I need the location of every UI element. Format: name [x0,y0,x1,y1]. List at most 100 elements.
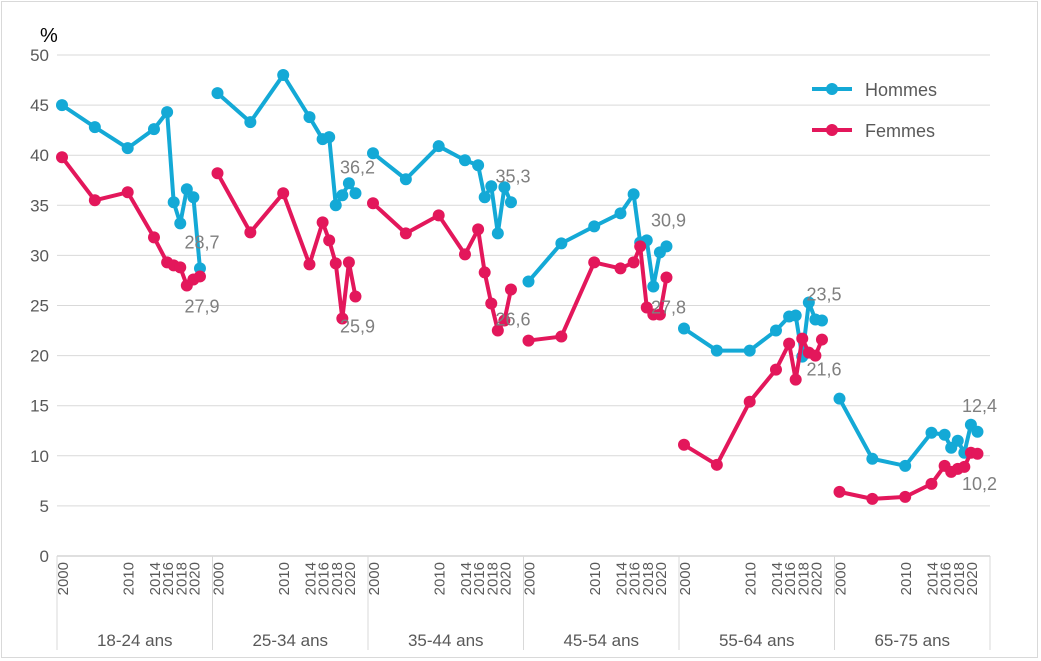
data-point-femmes [660,271,673,284]
x-tick-label: 2014 [769,562,786,595]
data-point-hommes [399,173,412,186]
x-tick-label: 2016 [160,562,177,595]
data-point-femmes [522,334,535,347]
legend-marker-hommes [826,83,838,95]
data-point-hommes [504,196,517,209]
data-point-hommes [211,87,224,100]
data-point-hommes [627,188,640,201]
data-point-hommes [336,189,349,202]
x-tick-label: 2020 [653,562,670,595]
legend: Hommes Femmes [812,80,937,141]
data-point-femmes [588,256,601,269]
x-tick-label: 2014 [147,562,164,595]
x-tick-label: 2016 [938,562,955,595]
group-label: 35-44 ans [408,631,484,650]
data-point-hommes [660,240,673,253]
y-tick-label: 10 [30,447,49,466]
data-point-femmes [925,477,938,490]
data-point-hommes [56,99,68,112]
data-point-femmes [653,308,666,321]
data-label-femmes: 21,6 [806,360,841,380]
data-point-femmes [432,209,445,222]
data-point-hommes [522,275,535,288]
data-point-hommes [588,220,601,233]
data-point-femmes [833,485,846,498]
data-point-hommes [167,196,180,209]
y-tick-label: 40 [30,146,49,165]
data-point-hommes [244,116,257,129]
x-tick-label: 2010 [587,562,604,595]
x-tick-label: 2010 [276,562,293,595]
data-point-hommes [802,296,815,309]
data-point-femmes [316,216,329,229]
data-label-hommes: 35,3 [495,166,530,186]
data-label-femmes: 27,8 [651,297,686,317]
data-point-hommes [432,140,445,153]
x-tick-label: 2010 [898,562,915,595]
y-tick-label: 0 [40,547,49,566]
data-point-hommes [323,131,336,144]
data-point-hommes [277,69,290,82]
data-point-femmes [56,151,68,164]
data-point-femmes [614,262,627,275]
data-point-femmes [743,395,756,408]
data-point-femmes [796,332,809,345]
x-tick-label: 2014 [924,562,941,595]
data-point-femmes [485,297,498,310]
data-label-femmes: 25,9 [340,316,375,336]
data-point-hommes [88,121,101,134]
data-point-hommes [485,180,498,193]
x-tick-label: 2020 [342,562,359,595]
data-point-femmes [498,314,511,327]
data-label-femmes: 10,2 [962,474,997,494]
data-point-femmes [634,240,647,253]
data-point-hommes [349,187,362,200]
x-tick-label: 2020 [497,562,514,595]
x-tick-label: 2010 [121,562,138,595]
data-point-femmes [342,256,355,269]
data-point-hommes [769,324,782,337]
data-point-femmes [789,373,802,386]
data-point-femmes [491,324,504,337]
data-point-hommes [743,344,756,357]
data-point-hommes [614,207,627,220]
x-tick-label: 2014 [458,562,475,595]
data-point-femmes [329,257,342,270]
x-tick-label: 2016 [627,562,644,595]
legend-label-hommes: Hommes [865,80,937,100]
data-point-femmes [809,349,822,362]
x-tick-label: 2014 [302,562,319,595]
data-point-femmes [458,248,471,261]
x-tick-label: 2016 [782,562,799,595]
data-point-hommes [458,154,471,167]
y-tick-label: 45 [30,96,49,115]
group-label: 25-34 ans [252,631,328,650]
data-point-femmes [244,226,257,239]
x-tick-label: 2016 [316,562,333,595]
data-point-hommes [367,147,379,160]
legend-item-femmes: Femmes [812,121,935,141]
group-label: 65-75 ans [874,631,950,650]
data-point-hommes [329,199,342,212]
y-tick-label: 35 [30,196,49,215]
data-point-hommes [925,426,938,439]
data-label-hommes: 12,4 [962,396,997,416]
data-point-hommes [174,217,187,230]
data-point-femmes [815,333,828,346]
data-point-hommes [180,183,193,196]
data-point-hommes [899,459,912,472]
data-point-hommes [342,177,355,190]
x-tick-label: 2018 [951,562,968,595]
x-tick-label: 2020 [808,562,825,595]
x-tick-label: 2000 [833,562,850,595]
data-point-femmes [555,330,568,343]
x-tick-label: 2020 [964,562,981,595]
data-point-femmes [277,187,290,200]
data-point-hommes [938,428,951,441]
data-point-hommes [147,123,160,136]
data-point-hommes [678,322,690,335]
data-point-femmes [783,337,796,350]
x-tick-label: 2000 [677,562,694,595]
group-label: 45-54 ans [563,631,639,650]
y-tick-label: 30 [30,246,49,265]
